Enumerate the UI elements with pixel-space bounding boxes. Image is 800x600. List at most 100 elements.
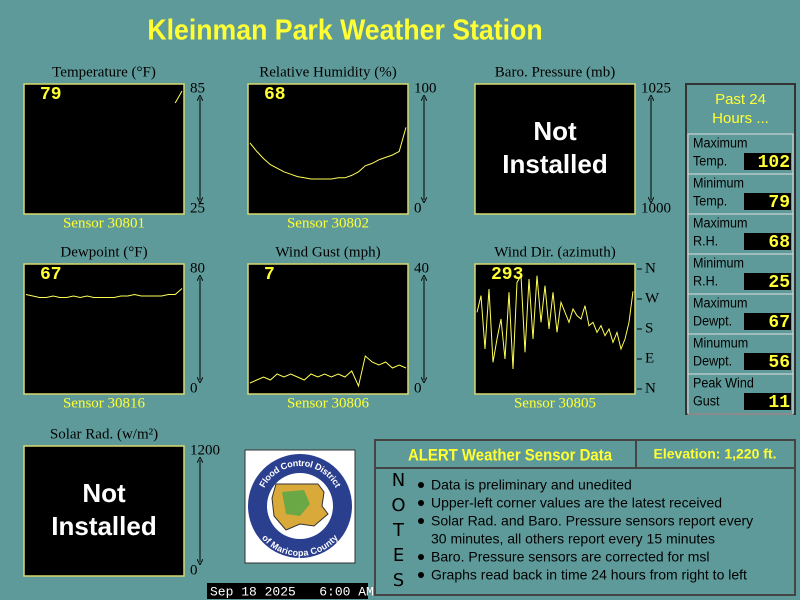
past24-value: 68: [768, 233, 790, 253]
note-text: Graphs read back in time 24 hours from r…: [431, 567, 747, 583]
trace: [174, 90, 183, 104]
panel-box: [23, 83, 185, 215]
current-value: 68: [264, 85, 286, 105]
past24-label: Gust: [693, 393, 720, 409]
status-text: Installed: [502, 149, 607, 179]
axis-tick-label: 85: [190, 80, 205, 96]
panel-label: Wind Dir. (azimuth): [494, 244, 615, 260]
note-text: Baro. Pressure sensors are corrected for…: [431, 549, 710, 565]
past24-value: 102: [758, 153, 790, 173]
past24-label: Dewpt.: [693, 313, 732, 329]
axis-tick-label: S: [645, 320, 653, 336]
panel-box: [23, 263, 185, 395]
sensor-label: Sensor 30805: [514, 395, 596, 411]
notes-heading: NOTES: [388, 470, 409, 595]
axis-tick-label: W: [645, 290, 660, 306]
axis-tick-label: 1000: [641, 200, 671, 216]
axis-tick-label: 40: [414, 260, 429, 276]
past24-value-box: [744, 233, 791, 250]
status-text: Installed: [51, 511, 156, 541]
current-value: 67: [40, 265, 62, 285]
axis-tick-label: 0: [414, 200, 422, 216]
past24-value-box: [744, 153, 791, 170]
past24-header: Past 24: [715, 91, 766, 108]
panel-box: [474, 83, 636, 215]
status-text: Not: [82, 478, 126, 508]
note-text: Data is preliminary and unedited: [431, 477, 632, 493]
panel-label: Temperature (°F): [52, 64, 156, 80]
past24-value-box: [744, 393, 791, 410]
current-value: 293: [491, 265, 523, 285]
note-text: Upper-left corner values are the latest …: [431, 495, 722, 511]
axis-tick-label: 80: [190, 260, 205, 276]
alert-title: ALERT Weather Sensor Data: [408, 447, 612, 465]
note-text: 30 minutes, all others report every 15 m…: [431, 531, 715, 547]
past24-label: Peak Wind: [693, 375, 754, 391]
axis-tick-label: 0: [414, 380, 422, 396]
panel-box: [23, 445, 185, 577]
past24-label: Maximum: [693, 135, 748, 151]
timestamp: Sep 18 2025 6:00 AM: [210, 584, 374, 599]
past24-label: R.H.: [693, 233, 718, 249]
status-text: Not: [533, 116, 577, 146]
trace: [25, 288, 183, 299]
past24-value-box: [744, 273, 791, 290]
panel-label: Wind Gust (mph): [275, 244, 380, 260]
note-bullet: [418, 518, 424, 524]
sensor-label: Sensor 30802: [287, 215, 369, 231]
note-bullet: [418, 482, 424, 488]
panel-box: [247, 83, 409, 215]
trace: [476, 274, 634, 370]
panel-label: Relative Humidity (%): [259, 64, 396, 80]
past24-label: Minimum: [693, 175, 744, 191]
logo-map-inner: [282, 490, 310, 516]
past24-value: 56: [768, 353, 790, 373]
axis-tick-label: 1200: [190, 442, 220, 458]
panel-box: [247, 263, 409, 395]
past24-label: Maximum: [693, 295, 748, 311]
axis-tick-label: E: [645, 350, 654, 366]
note-bullet: [418, 554, 424, 560]
past24-label: Dewpt.: [693, 353, 732, 369]
alert-box: [374, 439, 796, 596]
past24-value-box: [744, 353, 791, 370]
sensor-label: Sensor 30801: [63, 215, 145, 231]
past24-value-box: [744, 313, 791, 330]
sensor-label: Sensor 30816: [63, 395, 146, 411]
axis-tick-label: 25: [190, 200, 205, 216]
past24-value: 67: [768, 313, 790, 333]
panel-label: Solar Rad. (w/m²): [50, 426, 158, 442]
sensor-label: Sensor 30806: [287, 395, 370, 411]
past24-header: Hours ...: [712, 110, 769, 127]
past24-label: Temp.: [693, 153, 727, 169]
past24-value: 79: [768, 193, 790, 213]
note-text: Solar Rad. and Baro. Pressure sensors re…: [431, 513, 753, 529]
elevation: Elevation: 1,220 ft.: [654, 446, 777, 462]
past24-row: [687, 373, 794, 415]
panel-label: Baro. Pressure (mb): [495, 64, 615, 80]
past24-label: Minimum: [693, 255, 744, 271]
trace: [249, 355, 407, 388]
past24-value: 11: [768, 393, 790, 413]
timestamp-bar: [207, 583, 368, 599]
note-bullet: [418, 572, 424, 578]
trace: [249, 127, 407, 180]
axis-tick-label: 0: [190, 562, 198, 578]
past24-value-box: [744, 193, 791, 210]
axis-tick-label: N: [645, 380, 656, 396]
panel-label: Dewpoint (°F): [60, 244, 147, 260]
note-bullet: [418, 500, 424, 506]
current-value: 7: [264, 265, 275, 285]
axis-tick-label: 0: [190, 380, 198, 396]
past24-label: Maximum: [693, 215, 748, 231]
axis-tick-label: N: [645, 260, 656, 276]
past24-label: Minumum: [693, 335, 748, 351]
past24-label: R.H.: [693, 273, 718, 289]
axis-tick-label: 100: [414, 80, 437, 96]
past24-value: 25: [768, 273, 790, 293]
current-value: 79: [40, 85, 62, 105]
past24-label: Temp.: [693, 193, 727, 209]
page-title: Kleinman Park Weather Station: [147, 14, 542, 46]
